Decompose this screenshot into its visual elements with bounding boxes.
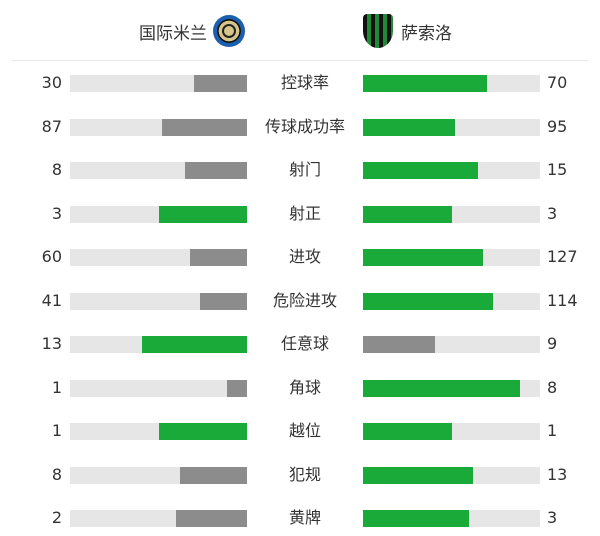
away-bar-track	[363, 205, 540, 223]
stat-label: 传球成功率	[264, 116, 345, 136]
away-value: 95	[547, 116, 568, 136]
home-bar-fill	[190, 249, 247, 266]
home-bar-fill	[176, 510, 247, 527]
stat-label: 进攻	[288, 247, 321, 266]
away-team-name: 萨索洛	[401, 23, 452, 44]
sassuolo-logo-icon	[363, 14, 393, 48]
away-bar-fill	[363, 379, 521, 397]
away-value: 15	[547, 160, 568, 179]
stat-label: 角球	[288, 377, 321, 397]
home-bar-track	[70, 205, 247, 223]
stat-row: 8 射门 15	[0, 160, 600, 180]
home-bar-fill	[142, 336, 247, 353]
away-bar-fill	[363, 423, 452, 440]
stat-row: 8 犯规 13	[0, 465, 600, 485]
home-value: 8	[51, 464, 62, 484]
home-bar-track	[70, 423, 247, 440]
divider	[12, 60, 588, 61]
away-bar-track	[363, 249, 540, 266]
away-value: 114	[547, 290, 578, 310]
home-bar-fill	[162, 118, 247, 136]
away-value: 127	[547, 247, 578, 266]
stat-row: 1 越位 1	[0, 421, 600, 441]
home-bar-track	[70, 510, 247, 527]
home-bar-fill	[227, 379, 247, 397]
home-value: 1	[51, 377, 62, 397]
home-value: 60	[41, 247, 62, 266]
stat-row: 1 角球 8	[0, 378, 600, 398]
home-team-name: 国际米兰	[139, 23, 207, 44]
away-bar-track	[363, 379, 540, 397]
inter-milan-logo-icon	[213, 15, 245, 47]
away-value: 3	[547, 203, 558, 223]
away-bar-fill	[363, 249, 484, 266]
home-value: 41	[41, 290, 62, 310]
home-bar-track	[70, 466, 247, 484]
home-value: 2	[51, 508, 62, 527]
home-bar-track	[70, 162, 247, 179]
home-bar-fill	[179, 466, 247, 484]
home-bar-track	[70, 249, 247, 266]
home-bar-fill	[158, 205, 247, 223]
stat-label: 犯规	[288, 464, 321, 484]
stat-label: 射门	[288, 160, 321, 179]
away-bar-track	[363, 162, 540, 179]
stat-row: 60 进攻 127	[0, 247, 600, 267]
stat-label: 黄牌	[288, 508, 321, 527]
away-bar-track	[363, 423, 540, 440]
home-bar-fill	[193, 75, 247, 92]
home-bar-track	[70, 336, 247, 353]
stat-row: 87 传球成功率 95	[0, 117, 600, 137]
stat-label: 危险进攻	[272, 290, 337, 310]
home-value: 8	[51, 160, 62, 179]
away-team[interactable]: 萨索洛	[363, 14, 452, 48]
away-bar-track	[363, 510, 540, 527]
match-header: 国际米兰 萨索洛	[0, 0, 600, 60]
stat-row: 30 控球率 70	[0, 73, 600, 93]
home-bar-fill	[200, 292, 247, 310]
away-bar-track	[363, 118, 540, 136]
stat-row: 13 任意球 9	[0, 334, 600, 354]
away-bar-fill	[363, 118, 456, 136]
away-bar-fill	[363, 205, 452, 223]
home-value: 1	[51, 421, 62, 440]
away-bar-track	[363, 292, 540, 310]
away-bar-fill	[363, 336, 436, 353]
away-bar-fill	[363, 162, 479, 179]
home-bar-track	[70, 292, 247, 310]
away-bar-fill	[363, 292, 494, 310]
home-bar-fill	[185, 162, 247, 179]
home-bar-track	[70, 379, 247, 397]
home-team[interactable]: 国际米兰	[139, 14, 245, 48]
home-value: 30	[41, 73, 62, 92]
home-bar-track	[70, 118, 247, 136]
stat-label: 越位	[288, 421, 321, 440]
stat-label: 射正	[288, 203, 321, 223]
home-value: 13	[41, 334, 62, 353]
away-bar-fill	[363, 466, 473, 484]
stat-label: 任意球	[280, 334, 329, 353]
home-value: 3	[51, 203, 62, 223]
home-value: 87	[41, 116, 62, 136]
away-bar-track	[363, 466, 540, 484]
away-bar-track	[363, 336, 540, 353]
home-bar-track	[70, 75, 247, 92]
away-value: 1	[547, 421, 558, 440]
home-bar-fill	[158, 423, 247, 440]
away-value: 8	[547, 377, 558, 397]
stat-row: 3 射正 3	[0, 204, 600, 224]
away-value: 9	[547, 334, 558, 353]
away-bar-fill	[363, 510, 470, 527]
away-value: 3	[547, 508, 558, 527]
stat-row: 41 危险进攻 114	[0, 291, 600, 311]
stat-label: 控球率	[280, 73, 329, 92]
stat-row: 2 黄牌 3	[0, 508, 600, 528]
away-bar-track	[363, 75, 540, 92]
away-bar-fill	[363, 75, 487, 92]
away-value: 13	[547, 464, 568, 484]
away-value: 70	[547, 73, 568, 92]
